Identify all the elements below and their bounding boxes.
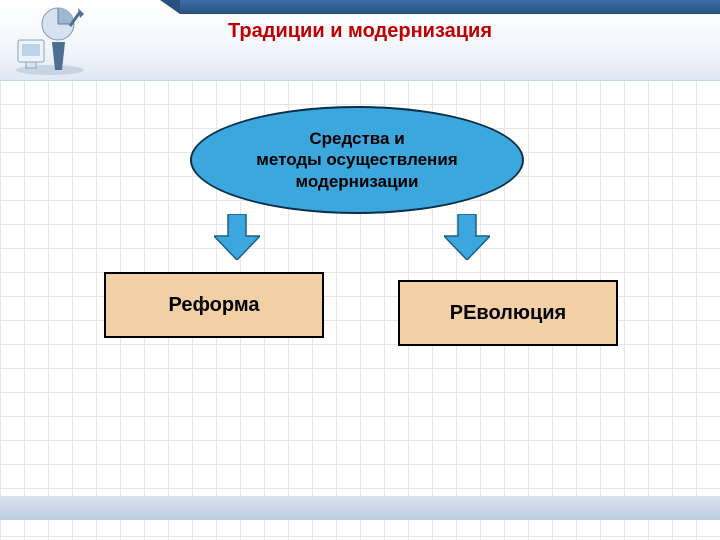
slide: Традиции и модернизация Средства и метод… — [0, 0, 720, 540]
bottom-stripe — [0, 496, 720, 520]
down-arrow-1 — [214, 214, 260, 260]
page-title: Традиции и модернизация — [0, 20, 720, 43]
central-ellipse: Средства и методы осуществления модерниз… — [190, 106, 524, 214]
result-box-1: Реформа — [104, 272, 324, 338]
result-box-2: РЕволюция — [398, 280, 618, 346]
ellipse-label: Средства и методы осуществления модерниз… — [256, 128, 457, 192]
top-stripe — [180, 0, 720, 14]
down-arrow-2 — [444, 214, 490, 260]
box-label: РЕволюция — [450, 302, 566, 325]
box-label: Реформа — [168, 294, 259, 317]
